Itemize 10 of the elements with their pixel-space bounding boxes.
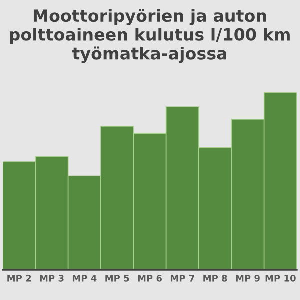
x-tick-label: MP 7 [170, 275, 194, 282]
x-tick-label: MP 2 [8, 275, 32, 282]
x-tick-label: MP 6 [138, 275, 162, 282]
x-tick-label: MP 4 [72, 275, 97, 282]
x-tick-label: MP 3 [40, 275, 64, 282]
chart-title: Moottoripyörien ja auton polttoaineen kulutus l/100 km työmatka-ajossa [10, 9, 290, 64]
x-tick-label: MP 10 [266, 275, 296, 282]
x-tick-label: MP 9 [236, 275, 260, 282]
x-tick-label: MP 8 [204, 275, 228, 282]
x-tick-label: MP 5 [106, 275, 130, 282]
